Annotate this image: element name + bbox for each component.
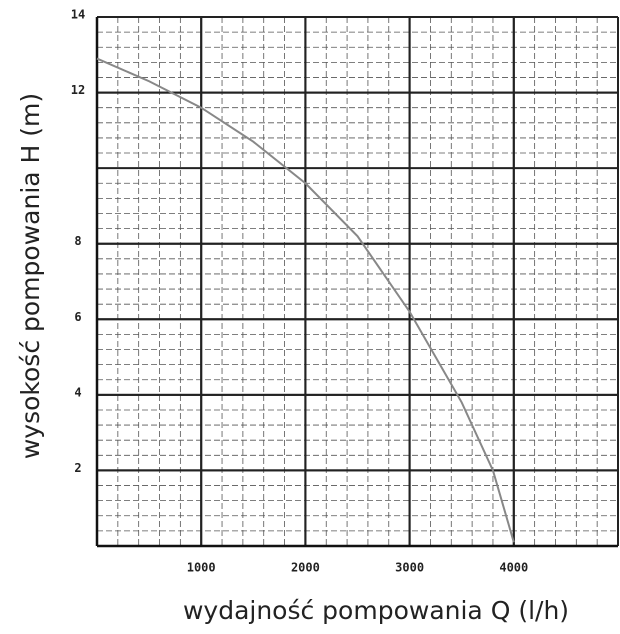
x-axis-title: wydajność pompowania Q (l/h) [183,596,569,625]
y-axis-title: wysokość pompowania H (m) [16,93,45,459]
x-tick-label: 1000 [187,561,216,575]
y-tick-label: 4 [74,385,81,399]
grid [96,16,619,547]
y-tick-label: 8 [74,234,81,248]
y-tick-label: 12 [71,83,85,97]
x-tick-label: 4000 [499,561,528,575]
y-tick-label: 14 [71,8,85,22]
x-tick-label: 3000 [395,561,424,575]
y-tick-label: 6 [74,310,81,324]
x-tick-label: 2000 [291,561,320,575]
curve [96,57,515,543]
y-tick-label: 2 [74,461,81,475]
